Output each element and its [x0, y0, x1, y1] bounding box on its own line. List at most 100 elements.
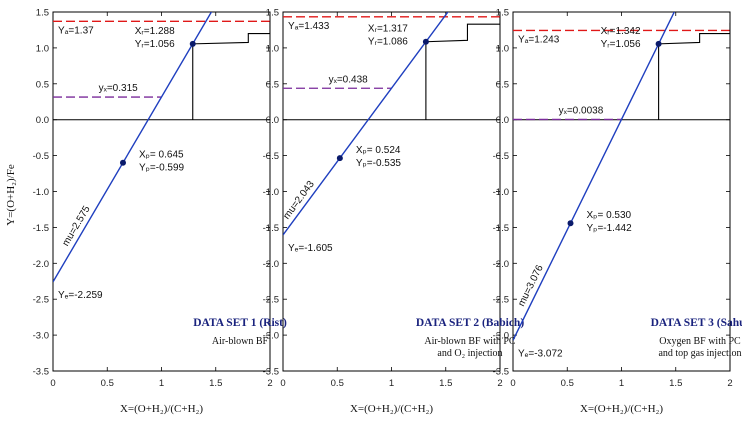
x-tick-label: 1	[389, 378, 394, 389]
point-r	[422, 38, 429, 45]
yd-label: yₓ=0.438	[329, 74, 369, 85]
p-y-label: Yₚ=-0.599	[139, 163, 185, 174]
dataset-description: and top gas injection	[658, 348, 741, 359]
ye-label: Yₑ=-3.072	[518, 348, 563, 359]
x-tick-label: 1	[159, 378, 164, 389]
plot-area	[283, 12, 500, 236]
x-axis-label: X=(O+H₂)/(C+H₂)	[350, 403, 433, 415]
r-y-label: Yᵣ=1.056	[135, 39, 175, 50]
y-tick-label: 1.5	[266, 8, 279, 19]
chart-panel-babich: -3.5 -3.0 -2.5 -2.0 -1.5 -1.0 -0.5 0.0 0.5 1.0 1.5…	[263, 8, 525, 416]
p-x-label: Xₚ= 0.530	[587, 210, 632, 221]
operating-line	[283, 12, 449, 236]
x-axis-label: X=(O+H₂)/(C+H₂)	[120, 403, 203, 415]
y-tick-label: -1.0	[33, 187, 49, 198]
y-tick-label: 0.5	[496, 79, 509, 90]
p-y-label: Yₚ=-0.535	[356, 158, 402, 169]
y-tick-label: -2.5	[493, 295, 509, 306]
x-tick-label: 2	[727, 378, 732, 389]
y-tick-label: -3.0	[493, 331, 509, 342]
p-x-label: Xₚ= 0.645	[139, 150, 184, 161]
y-tick-label: -1.5	[493, 223, 509, 234]
ye-label: Yₑ=-2.259	[58, 290, 103, 301]
y-tick-label: 0.0	[496, 115, 509, 126]
y-tick-label: -3.0	[263, 331, 279, 342]
y-tick-label: -1.0	[493, 187, 509, 198]
y-tick-label: 1.5	[496, 8, 509, 19]
step-line	[425, 16, 500, 120]
point-r	[655, 40, 662, 47]
x-axis-label: X=(O+H₂)/(C+H₂)	[580, 403, 663, 415]
dataset-title: DATA SET 2 (Babich)	[416, 317, 524, 329]
y-tick-label: -3.5	[493, 367, 509, 378]
x-tick-label: 1	[619, 378, 624, 389]
yd-label: yₓ=0.0038	[559, 105, 604, 116]
y-tick-label: -0.5	[263, 151, 279, 162]
operating-line	[53, 12, 213, 283]
y-tick-label: 0.0	[36, 115, 49, 126]
r-x-label: Xᵣ=1.342	[601, 26, 641, 37]
point-p	[119, 159, 126, 166]
y-tick-label: -3.0	[33, 331, 49, 342]
p-y-label: Yₚ=-1.442	[587, 223, 633, 234]
y-tick-label: 0.5	[36, 79, 49, 90]
x-tick-label: 1.5	[209, 378, 222, 389]
x-tick-label: 0.5	[561, 378, 574, 389]
y-tick-label: -0.5	[493, 151, 509, 162]
y-axis-label: Y=(O+H₂)/Fe	[5, 164, 17, 226]
dataset-title: DATA SET 3 (Sahu)	[651, 317, 742, 329]
r-y-label: Yᵣ=1.056	[601, 39, 641, 50]
x-tick-label: 1.5	[669, 378, 682, 389]
dataset-description: Air-blown BF with PC	[424, 336, 516, 347]
slope-label: mu=3.076	[516, 263, 546, 308]
r-x-label: Xᵣ=1.288	[135, 26, 175, 37]
y-tick-label: 0.0	[266, 115, 279, 126]
y-tick-label: -2.0	[33, 259, 49, 270]
y-tick-label: 1.0	[266, 43, 279, 54]
y-tick-label: -2.5	[263, 295, 279, 306]
r-y-label: Yᵣ=1.086	[368, 37, 408, 48]
y-tick-label: -1.5	[263, 223, 279, 234]
y-tick-label: -3.5	[263, 367, 279, 378]
dataset-description: Air-blown BF	[212, 336, 269, 347]
point-r	[189, 40, 196, 47]
operating-line	[513, 12, 676, 341]
ya-label: Yₐ=1.433	[288, 21, 330, 32]
plot-area	[53, 12, 270, 283]
step-line	[658, 22, 730, 120]
x-tick-label: 2	[497, 378, 502, 389]
step-line	[192, 21, 270, 120]
y-tick-label: 1.0	[496, 43, 509, 54]
y-tick-label: -2.0	[263, 259, 279, 270]
x-tick-label: 0	[280, 378, 285, 389]
y-tick-label: 0.5	[266, 79, 279, 90]
point-p	[567, 220, 574, 227]
x-tick-label: 1.5	[439, 378, 452, 389]
ya-label: Yₐ=1.243	[518, 34, 560, 45]
y-tick-label: -2.0	[493, 259, 509, 270]
plot-area	[513, 12, 730, 341]
slope-label: mu=2.043	[281, 179, 317, 222]
point-p	[336, 155, 343, 162]
x-tick-label: 0.5	[331, 378, 344, 389]
dataset-description: and O₂ injection	[437, 348, 502, 359]
ye-label: Yₑ=-1.605	[288, 243, 333, 254]
y-tick-label: -3.5	[33, 367, 49, 378]
y-tick-label: -0.5	[33, 151, 49, 162]
dataset-title: DATA SET 1 (Rist)	[193, 317, 287, 329]
yd-label: yₓ=0.315	[99, 83, 139, 94]
chart-panel-rist: -3.5 -3.0 -2.5 -2.0 -1.5 -1.0 -0.5 0.0 0.5 1.0 1.5…	[33, 8, 287, 416]
dataset-description: Oxygen BF with PC	[659, 336, 741, 347]
x-tick-label: 0.5	[101, 378, 114, 389]
y-tick-label: -1.5	[33, 223, 49, 234]
ya-label: Yₐ=1.37	[58, 25, 94, 36]
y-tick-label: -1.0	[263, 187, 279, 198]
y-tick-label: 1.0	[36, 43, 49, 54]
chart-panel-sahu: -3.5 -3.0 -2.5 -2.0 -1.5 -1.0 -0.5 0.0 0.5 1.0 1.5…	[493, 8, 742, 416]
x-tick-label: 2	[267, 378, 272, 389]
p-x-label: Xₚ= 0.524	[356, 145, 401, 156]
y-tick-label: -2.5	[33, 295, 49, 306]
y-tick-label: 1.5	[36, 8, 49, 19]
r-x-label: Xᵣ=1.317	[368, 24, 408, 35]
